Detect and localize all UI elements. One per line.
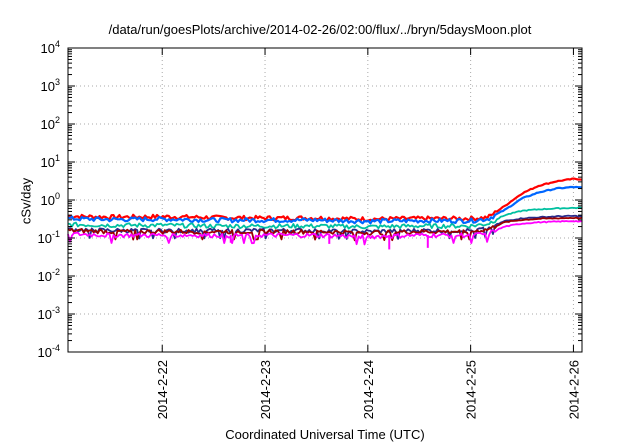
y-tick-label: 10-3 bbox=[38, 305, 60, 322]
x-axis-ticks: 2014-2-22 2014-2-23 2014-2-24 2014-2-25 2014… bbox=[155, 48, 581, 419]
series-group bbox=[67, 177, 583, 250]
x-tick-label: 2014-2-22 bbox=[155, 360, 170, 419]
chart-title: /data/run/goesPlots/archive/2014-02-26/0… bbox=[108, 22, 532, 37]
series-line bbox=[67, 220, 583, 246]
grid-lines bbox=[68, 48, 582, 352]
y-tick-label: 10-4 bbox=[38, 343, 60, 360]
y-axis-label: cSv/day bbox=[18, 177, 34, 225]
x-axis-label: Coordinated Universal Time (UTC) bbox=[225, 427, 425, 442]
y-axis-ticks: 10-4 10-3 10-2 10-1 100 101 102 103 104 bbox=[38, 39, 582, 360]
y-tick-label: 103 bbox=[41, 77, 60, 94]
y-tick-label: 102 bbox=[41, 115, 60, 132]
x-tick-label: 2014-2-25 bbox=[464, 360, 479, 419]
y-tick-label: 101 bbox=[41, 153, 60, 170]
y-tick-label: 10-1 bbox=[38, 229, 60, 246]
series-line bbox=[67, 185, 583, 225]
y-tick-label: 104 bbox=[41, 39, 60, 56]
x-tick-label: 2014-2-23 bbox=[258, 360, 273, 419]
x-tick-label: 2014-2-24 bbox=[361, 360, 376, 419]
y-tick-label: 10-2 bbox=[38, 267, 60, 284]
x-tick-label: 2014-2-26 bbox=[566, 360, 581, 419]
y-tick-label: 100 bbox=[41, 191, 60, 208]
series-line bbox=[67, 216, 583, 242]
series-line bbox=[67, 206, 583, 230]
